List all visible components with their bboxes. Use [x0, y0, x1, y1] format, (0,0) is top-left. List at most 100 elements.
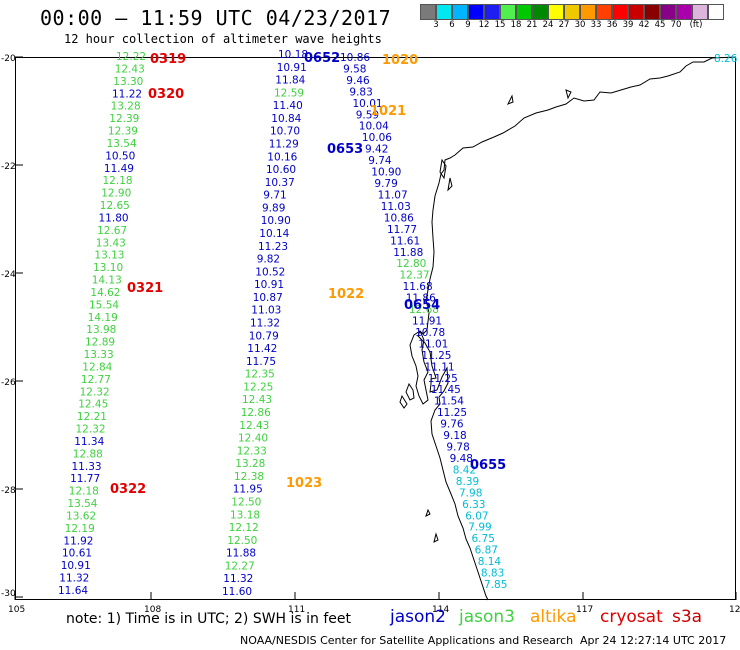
scale-swatch: [644, 4, 660, 20]
scale-label: (ft): [689, 20, 703, 30]
scale-swatch: [516, 4, 532, 20]
wave-height-value: 10.01: [353, 98, 383, 110]
scale-swatch: [548, 4, 564, 20]
wave-height-value: 11.29: [269, 139, 299, 151]
wave-height-value: 11.11: [425, 361, 455, 373]
scale-label: 42: [638, 20, 650, 30]
wave-height-value: 13.28: [235, 458, 265, 470]
color-scale: 3 6 9 12 15 18 21 24 27 30 33 36 39 42 45 70 (ft): [420, 4, 724, 30]
pass-label: 0319: [150, 52, 186, 67]
wave-height-value: 13.28: [111, 101, 141, 113]
scale-swatch: [580, 4, 596, 20]
wave-height-value: 12.84: [82, 362, 112, 374]
wave-height-value: 14.62: [90, 287, 120, 299]
wave-height-value: 11.23: [258, 241, 288, 253]
wave-height-value: 8.42: [453, 464, 476, 476]
wave-height-value: 7.98: [459, 487, 482, 499]
wave-height-value: 12.32: [80, 386, 110, 398]
pass-label: 0655: [470, 458, 506, 473]
wave-height-value: 15.54: [89, 299, 119, 311]
footer-timestamp: Apr 24 12:27:14 UTC 2017: [580, 634, 727, 647]
scale-label: 70: [670, 20, 682, 30]
wave-height-value: 9.78: [446, 442, 469, 454]
legend-jason2: jason2: [390, 607, 446, 627]
wave-height-value: 14.13: [92, 275, 122, 287]
wave-height-value: 12.68: [409, 304, 439, 316]
wave-height-value: 11.88: [393, 247, 423, 259]
wave-height-value: 11.03: [381, 201, 411, 213]
wave-height-value: 12.18: [69, 486, 99, 498]
wave-height-value: 8.14: [478, 556, 502, 568]
peninsula-shark-bay: [409, 330, 429, 405]
lat-tick-label: -20: [1, 54, 16, 64]
wave-height-value: 10.16: [267, 151, 297, 163]
wave-height-value: 12.67: [97, 225, 127, 237]
wave-height-value: 12.27: [225, 560, 255, 572]
wave-height-value: 11.75: [246, 356, 276, 368]
corner-value: 8.26: [714, 53, 738, 65]
wave-height-value: 12.19: [65, 523, 95, 535]
wave-height-value: 11.32: [250, 318, 280, 330]
scale-swatch: [660, 4, 676, 20]
pass-label: 1022: [328, 287, 364, 302]
pass-label: 0321: [127, 281, 163, 296]
scale-label: 24: [542, 20, 554, 30]
wave-height-value: 11.60: [222, 586, 252, 598]
lon-tick-label: 114: [432, 605, 449, 615]
scale-swatch: [564, 4, 580, 20]
scale-swatch: [692, 4, 708, 20]
wave-height-value: 12.88: [73, 448, 103, 460]
pass-label: 0322: [110, 482, 146, 497]
map-title: 00:00 – 11:59 UTC 04/23/2017: [40, 6, 392, 30]
wave-height-value: 11.25: [437, 407, 467, 419]
wave-height-value: 12.38: [234, 471, 264, 483]
wave-height-value: 12.32: [76, 424, 106, 436]
scale-swatch: [628, 4, 644, 20]
wave-height-value: 12.86: [241, 407, 271, 419]
wave-height-value: 13.30: [113, 76, 143, 88]
wave-height-value: 11.80: [99, 212, 129, 224]
wave-height-value: 6.07: [465, 510, 488, 522]
wave-height-value: 12.59: [274, 87, 304, 99]
wave-height-value: 6.87: [475, 545, 498, 557]
wave-height-value: 12.90: [101, 188, 131, 200]
wave-height-value: 12.35: [245, 369, 275, 381]
wave-height-value: 11.40: [273, 100, 303, 112]
wave-height-value: 13.54: [107, 138, 137, 150]
wave-height-value: 10.84: [271, 113, 301, 125]
wave-height-value: 11.88: [226, 548, 256, 560]
wave-height-value: 10.06: [362, 132, 392, 144]
scale-label: 3: [433, 20, 439, 30]
scale-swatch: [452, 4, 468, 20]
wave-height-value: 9.18: [443, 430, 466, 442]
wave-height-value: 9.89: [262, 202, 285, 214]
wave-height-value: 10.86: [340, 52, 370, 64]
axis-ticks: 105 108 111 114 117 120 -20 -22 -24 -26 -28 -30: [1, 54, 740, 615]
satellite-tracks: 12.2212.4313.3011.2213.2812.3912.3913.54…: [58, 49, 507, 598]
wave-height-value: 11.49: [104, 163, 134, 175]
wave-height-value: 13.10: [93, 262, 123, 274]
legend-jason3: jason3: [459, 607, 515, 627]
wave-height-value: 11.45: [431, 384, 461, 396]
pass-label: 0320: [148, 87, 184, 102]
wave-height-value: 11.33: [72, 461, 102, 473]
wave-height-value: 7.85: [484, 579, 507, 591]
wave-height-value: 12.18: [103, 175, 133, 187]
wave-height-value: 10.70: [270, 126, 300, 138]
scale-label: 18: [510, 20, 522, 30]
wave-height-value: 10.18: [278, 49, 308, 61]
wave-height-value: 10.90: [261, 215, 291, 227]
wave-height-value: 11.91: [412, 316, 442, 328]
legend-altika: altika: [530, 607, 577, 627]
wave-height-value: 9.79: [374, 178, 397, 190]
scale-label: 9: [465, 20, 471, 30]
wave-height-value: 10.60: [266, 164, 296, 176]
wave-height-value: 10.61: [62, 548, 92, 560]
wave-height-value: 12.25: [243, 381, 273, 393]
scale-swatch: [596, 4, 612, 20]
wave-height-value: 9.74: [368, 155, 392, 167]
wave-height-value: 10.91: [254, 279, 284, 291]
lon-tick-label: 105: [8, 605, 25, 615]
wave-height-value: 12.89: [85, 337, 115, 349]
